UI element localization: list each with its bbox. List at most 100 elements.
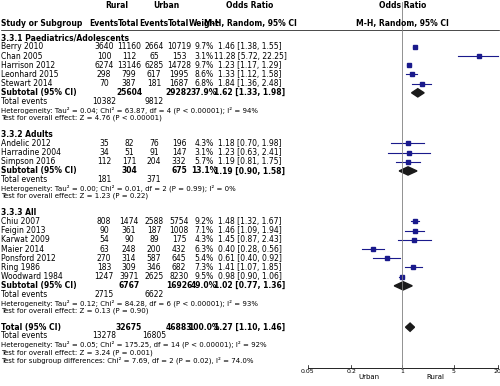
Polygon shape xyxy=(394,282,412,290)
Text: Harrison 2012: Harrison 2012 xyxy=(1,61,55,70)
Text: 171: 171 xyxy=(122,157,136,166)
Text: 100: 100 xyxy=(97,52,111,61)
Text: Woodward 1984: Woodward 1984 xyxy=(1,272,63,281)
Text: Feigin 2013: Feigin 2013 xyxy=(1,226,46,235)
Text: 76: 76 xyxy=(149,139,159,148)
Text: Test for subgroup differences: Chi² = 7.69, df = 2 (P = 0.02), I² = 74.0%: Test for subgroup differences: Chi² = 7.… xyxy=(1,357,254,364)
Text: Subtotal (95% CI): Subtotal (95% CI) xyxy=(1,166,76,176)
Text: 100.0%: 100.0% xyxy=(188,323,220,332)
Text: 9.7%: 9.7% xyxy=(194,42,214,51)
Text: Andelic 2012: Andelic 2012 xyxy=(1,139,51,148)
Text: 54: 54 xyxy=(99,235,109,244)
Text: 29282: 29282 xyxy=(166,88,192,97)
Text: 371: 371 xyxy=(147,175,161,184)
Text: 89: 89 xyxy=(149,235,159,244)
Text: 2588: 2588 xyxy=(144,217,164,226)
Text: 1.23 [0.63, 2.41]: 1.23 [0.63, 2.41] xyxy=(218,148,282,157)
Text: Odds Ratio: Odds Ratio xyxy=(226,1,274,10)
Text: 13.1%: 13.1% xyxy=(191,166,217,176)
Text: 5.4%: 5.4% xyxy=(194,254,214,263)
Text: 1.18 [0.70, 1.98]: 1.18 [0.70, 1.98] xyxy=(218,139,282,148)
Text: 1.19 [0.81, 1.75]: 1.19 [0.81, 1.75] xyxy=(218,157,282,166)
Text: 82: 82 xyxy=(124,139,134,148)
Text: Subtotal (95% CI): Subtotal (95% CI) xyxy=(1,88,76,97)
Text: 13278: 13278 xyxy=(92,332,116,340)
Text: 1.19 [0.90, 1.58]: 1.19 [0.90, 1.58] xyxy=(214,166,286,176)
Text: 51: 51 xyxy=(124,148,134,157)
Text: 1687: 1687 xyxy=(170,79,188,88)
Text: M-H, Random, 95% CI: M-H, Random, 95% CI xyxy=(204,19,296,28)
Text: Heterogeneity: Tau² = 0.05; Chi² = 175.25, df = 14 (P < 0.00001); I² = 92%: Heterogeneity: Tau² = 0.05; Chi² = 175.2… xyxy=(1,340,266,348)
Text: 1.27 [1.10, 1.46]: 1.27 [1.10, 1.46] xyxy=(214,323,286,332)
Text: 4.3%: 4.3% xyxy=(194,235,214,244)
Text: 270: 270 xyxy=(97,254,111,263)
Text: 16805: 16805 xyxy=(142,332,166,340)
Text: 10719: 10719 xyxy=(167,42,191,51)
Text: 432: 432 xyxy=(172,245,186,254)
Text: 1.48 [1.32, 1.67]: 1.48 [1.32, 1.67] xyxy=(218,217,282,226)
Text: 1247: 1247 xyxy=(94,272,114,281)
Text: 799: 799 xyxy=(122,70,136,79)
Text: Weight: Weight xyxy=(188,19,220,28)
Text: 4.3%: 4.3% xyxy=(194,139,214,148)
Text: 10382: 10382 xyxy=(92,97,116,106)
Text: Berry 2010: Berry 2010 xyxy=(1,42,43,51)
Text: 181: 181 xyxy=(147,79,161,88)
Text: 112: 112 xyxy=(97,157,111,166)
Text: Events: Events xyxy=(90,19,118,28)
Text: 682: 682 xyxy=(172,263,186,272)
Text: Total: Total xyxy=(118,19,140,28)
Polygon shape xyxy=(399,167,417,175)
Text: Ring 1986: Ring 1986 xyxy=(1,263,40,272)
Text: Total events: Total events xyxy=(1,175,47,184)
Text: Urban: Urban xyxy=(154,1,180,10)
Text: 3.3.2 Adults: 3.3.2 Adults xyxy=(1,130,53,139)
Text: 2715: 2715 xyxy=(94,290,114,299)
Text: 70: 70 xyxy=(99,79,109,88)
Text: 9812: 9812 xyxy=(144,97,164,106)
Text: 90: 90 xyxy=(124,235,134,244)
Text: 0.2: 0.2 xyxy=(346,369,356,374)
Text: 0.61 [0.40, 0.92]: 0.61 [0.40, 0.92] xyxy=(218,254,282,263)
Text: Total events: Total events xyxy=(1,290,47,299)
Text: 1995: 1995 xyxy=(170,70,188,79)
Text: 3971: 3971 xyxy=(120,272,139,281)
Text: 3.3.1 Paediatrics/Adolescents: 3.3.1 Paediatrics/Adolescents xyxy=(1,33,129,42)
Text: 1.41 [1.07, 1.85]: 1.41 [1.07, 1.85] xyxy=(218,263,282,272)
Text: 2625: 2625 xyxy=(144,272,164,281)
Text: 332: 332 xyxy=(172,157,186,166)
Text: Leonhard 2015: Leonhard 2015 xyxy=(1,70,58,79)
Text: 34: 34 xyxy=(99,148,109,157)
Text: 32675: 32675 xyxy=(116,323,142,332)
Text: 2664: 2664 xyxy=(144,42,164,51)
Text: 5.7%: 5.7% xyxy=(194,157,214,166)
Text: Simpson 2016: Simpson 2016 xyxy=(1,157,56,166)
Text: Total events: Total events xyxy=(1,97,47,106)
Text: 91: 91 xyxy=(149,148,159,157)
Text: Stewart 2014: Stewart 2014 xyxy=(1,79,52,88)
Text: 25604: 25604 xyxy=(116,88,142,97)
Text: 0.05: 0.05 xyxy=(300,369,314,374)
Text: Study or Subgroup: Study or Subgroup xyxy=(1,19,82,28)
Text: 1.62 [1.33, 1.98]: 1.62 [1.33, 1.98] xyxy=(214,88,286,97)
Text: 35: 35 xyxy=(99,139,109,148)
Text: 617: 617 xyxy=(147,70,161,79)
Text: Test for overall effect: Z = 0.13 (P = 0.90): Test for overall effect: Z = 0.13 (P = 0… xyxy=(1,308,148,314)
Text: 1474: 1474 xyxy=(120,217,139,226)
Text: 3.3.3 All: 3.3.3 All xyxy=(1,208,36,217)
Text: Test for overall effect: Z = 1.23 (P = 0.22): Test for overall effect: Z = 1.23 (P = 0… xyxy=(1,193,148,200)
Text: 361: 361 xyxy=(122,226,136,235)
Text: 196: 196 xyxy=(172,139,186,148)
Text: 11160: 11160 xyxy=(117,42,141,51)
Text: 153: 153 xyxy=(172,52,186,61)
Text: 49.0%: 49.0% xyxy=(191,281,217,290)
Text: 304: 304 xyxy=(121,166,137,176)
Text: Test for overall effect: Z = 4.76 (P < 0.00001): Test for overall effect: Z = 4.76 (P < 0… xyxy=(1,115,162,121)
Text: 808: 808 xyxy=(97,217,111,226)
Polygon shape xyxy=(406,323,414,331)
Text: 112: 112 xyxy=(122,52,136,61)
Text: 1: 1 xyxy=(400,369,404,374)
Text: 5: 5 xyxy=(452,369,456,374)
Text: 63: 63 xyxy=(99,245,109,254)
Text: 6767: 6767 xyxy=(118,281,140,290)
